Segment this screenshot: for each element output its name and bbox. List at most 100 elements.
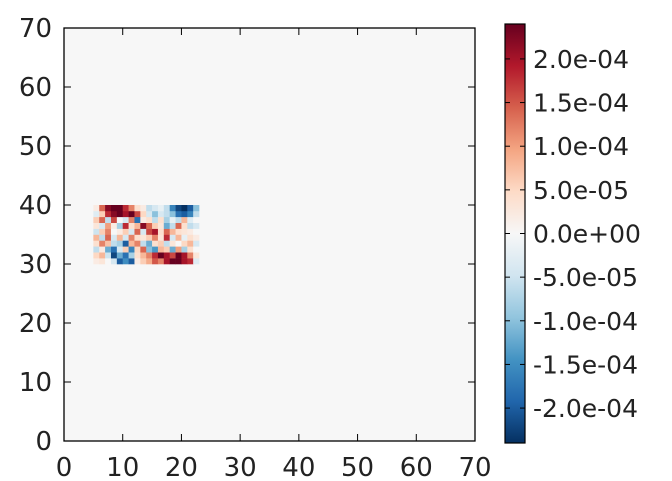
heatmap-cell: [175, 228, 182, 235]
y-tick-label: 40: [19, 191, 52, 221]
heatmap-cell: [175, 240, 182, 247]
heatmap-cell: [187, 252, 194, 259]
colorbar-tick-label: 5.0e-05: [533, 176, 629, 205]
heatmap-cell: [128, 210, 135, 218]
heatmap-cell: [193, 252, 200, 259]
heatmap-cell: [181, 228, 188, 235]
colorbar-tick-label: 0.0e+00: [533, 220, 641, 249]
x-tick-label: 70: [458, 453, 491, 481]
heatmap-cell: [140, 210, 147, 218]
heatmap-cell: [99, 246, 106, 253]
heatmap-cell: [122, 234, 129, 241]
heatmap-cell: [140, 246, 147, 253]
heatmap-cell: [140, 234, 147, 241]
heatmap-cell: [163, 252, 170, 259]
heatmap-cell: [187, 258, 194, 265]
heatmap-cell: [99, 240, 106, 247]
heatmap-cell: [169, 228, 176, 235]
heatmap-cell: [193, 246, 200, 253]
heatmap-cell: [152, 246, 159, 253]
heatmap-cell: [116, 205, 124, 212]
heatmap-cell: [187, 216, 194, 223]
heatmap-cell: [134, 252, 141, 259]
heatmap-cell: [175, 258, 182, 265]
heatmap-cell: [193, 210, 200, 218]
heatmap-cell: [169, 258, 176, 265]
heatmap-cell: [163, 216, 170, 223]
heatmap-cell: [128, 258, 135, 265]
heatmap-cell: [140, 216, 147, 223]
heatmap-cell: [175, 252, 182, 259]
heatmap-cell: [105, 252, 112, 259]
heatmap-cell: [110, 258, 118, 265]
heatmap-cell: [93, 240, 100, 247]
heatmap-cell: [146, 252, 153, 259]
heatmap-cell: [146, 258, 153, 265]
heatmap-cell: [193, 228, 200, 235]
heatmap-cell: [140, 228, 147, 235]
heatmap-cell: [128, 252, 135, 259]
heatmap-cell: [116, 240, 124, 247]
heatmap-cell: [146, 240, 153, 247]
heatmap-cell: [105, 228, 112, 235]
heatmap-cell: [122, 252, 129, 259]
heatmap-cell: [169, 216, 176, 223]
heatmap-cell: [105, 216, 112, 223]
colorbar-tick-label: 1.0e-04: [533, 132, 629, 161]
heatmap-cells: [93, 205, 200, 265]
heatmap-cell: [152, 222, 159, 229]
y-tick-label: 30: [19, 250, 52, 280]
heatmap-cell: [163, 246, 170, 253]
heatmap-cell: [140, 205, 147, 212]
heatmap-cell: [193, 205, 200, 212]
x-tick-label: 50: [341, 453, 374, 481]
heatmap-cell: [110, 205, 118, 212]
heatmap-cell: [157, 210, 165, 218]
heatmap-cell: [181, 216, 188, 223]
colorbar-tick-label: -2.0e-04: [533, 394, 638, 423]
heatmap-cell: [157, 246, 165, 253]
y-tick-label: 20: [19, 309, 52, 339]
heatmap-cell: [134, 234, 141, 241]
heatmap-cell: [163, 222, 170, 229]
heatmap-cell: [110, 210, 118, 218]
heatmap-cell: [181, 234, 188, 241]
heatmap-cell: [175, 222, 182, 229]
heatmap-cell: [128, 222, 135, 229]
heatmap-cell: [181, 205, 188, 212]
heatmap-cell: [128, 205, 135, 212]
heatmap-cell: [193, 216, 200, 223]
heatmap-cell: [169, 234, 176, 241]
y-tick-label: 60: [19, 73, 52, 103]
heatmap-cell: [122, 258, 129, 265]
heatmap-cell: [105, 240, 112, 247]
heatmap-cell: [163, 228, 170, 235]
heatmap-cell: [140, 252, 147, 259]
colorbar-tick-label: -5.0e-05: [533, 263, 638, 292]
heatmap-cell: [163, 210, 170, 218]
colorbar: -2.0e-04 -1.5e-04 -1.0e-04 -5.0e-05 0.0e+00 5…: [504, 23, 641, 444]
heatmap-cell: [116, 222, 124, 229]
colorbar-tick-label: -1.0e-04: [533, 307, 638, 336]
heatmap-cell: [134, 210, 141, 218]
heatmap-cell: [93, 205, 100, 212]
heatmap-cell: [116, 210, 124, 218]
heatmap-cell: [152, 205, 159, 212]
heatmap-cell: [116, 216, 124, 223]
heatmap-cell: [128, 234, 135, 241]
heatmap-cell: [187, 234, 194, 241]
heatmap-cell: [163, 234, 170, 241]
heatmap-cell: [99, 216, 106, 223]
heatmap-cell: [122, 240, 129, 247]
heatmap-cell: [169, 205, 176, 212]
heatmap-cell: [157, 258, 165, 265]
heatmap-cell: [193, 240, 200, 247]
y-tick-label: 50: [19, 132, 52, 162]
heatmap-cell: [93, 252, 100, 259]
heatmap-cell: [105, 205, 112, 212]
heatmap-cell: [146, 210, 153, 218]
y-axis: 0 10 20 30 40 50 60 70: [19, 14, 52, 457]
heatmap-cell: [157, 205, 165, 212]
heatmap-cell: [152, 234, 159, 241]
heatmap-cell: [110, 246, 118, 253]
